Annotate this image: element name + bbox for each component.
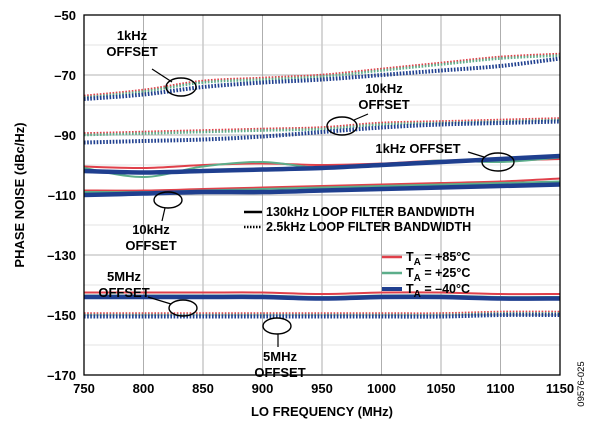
x-tick-label: 1100 (486, 381, 514, 396)
y-tick-label: –50 (54, 8, 76, 23)
series-line-3 (83, 56, 561, 101)
series-line-2 (83, 54, 561, 99)
y-tick-label: –90 (54, 128, 76, 143)
annotation-text: 10kHz (132, 222, 170, 237)
series-line-18 (84, 312, 561, 319)
series-line-10 (83, 177, 561, 192)
annotation-text: OFFSET (125, 238, 176, 253)
annotation-text: 1kHz (117, 28, 148, 43)
series-line-4 (83, 117, 561, 135)
annotation-ellipse (165, 77, 197, 97)
annotation-text: OFFSET (98, 285, 149, 300)
y-tick-label: –150 (47, 308, 76, 323)
annotation-text: 5MHz (263, 349, 297, 364)
series-line-6 (83, 119, 561, 145)
x-tick-label: 750 (73, 381, 95, 396)
annotation-text: OFFSET (358, 97, 409, 112)
annotation-leader (151, 68, 173, 83)
series-line-1 (83, 52, 561, 98)
annotation-ellipse (153, 191, 183, 209)
y-axis-title: PHASE NOISE (dBc/Hz) (12, 122, 27, 267)
annotation-text: 10kHz (365, 81, 403, 96)
legend-temp-label: TA = –40°C (406, 282, 470, 300)
annotation-leader (147, 296, 172, 305)
y-tick-label: –110 (48, 188, 76, 203)
annotation-leader (161, 207, 166, 222)
annotation-leader (353, 113, 369, 121)
x-tick-label: 850 (192, 381, 214, 396)
legend-label-solid: 130kHz LOOP FILTER BANDWIDTH (266, 205, 475, 219)
x-tick-label: 800 (133, 381, 155, 396)
annotation-ellipse (481, 152, 515, 172)
annotation-ellipse (326, 116, 358, 136)
x-tick-label: 1000 (367, 381, 396, 396)
annotation-ellipse (168, 299, 198, 317)
plot-frame (83, 14, 561, 376)
tick-labels: 750 800 850 900 950 1000 1050 1100 1150 –50 –70 –90… (47, 8, 574, 396)
annotation-leader (467, 151, 485, 158)
annotation-text: OFFSET (254, 365, 305, 380)
annotation-text: 5MHz (107, 269, 141, 284)
annotation-text: OFFSET (106, 44, 157, 59)
annotation-text: 1kHz OFFSET (375, 141, 460, 156)
legend-label-dotted: 2.5kHz LOOP FILTER BANDWIDTH (266, 220, 471, 234)
annotation-ellipse (262, 317, 292, 335)
series-line-5 (83, 118, 561, 137)
figure-code: 09576-025 (576, 361, 587, 406)
y-tick-label: –70 (54, 68, 76, 83)
y-tick-label: –170 (47, 368, 76, 383)
x-tick-label: 1050 (427, 381, 456, 396)
x-tick-label: 950 (311, 381, 333, 396)
legend-temp-label: TA = +85°C (406, 250, 470, 268)
ann-1khz-solid: 1kHz OFFSET (375, 141, 515, 172)
series-line-15 (84, 294, 561, 301)
x-tick-label: 1150 (546, 381, 574, 396)
legend-temp-label: TA = +25°C (406, 266, 470, 284)
series-line-16 (84, 310, 561, 315)
x-tick-label: 900 (252, 381, 274, 396)
x-axis-title: LO FREQUENCY (MHz) (251, 404, 393, 419)
y-tick-label: –130 (47, 248, 76, 263)
series-line-13 (84, 291, 561, 296)
